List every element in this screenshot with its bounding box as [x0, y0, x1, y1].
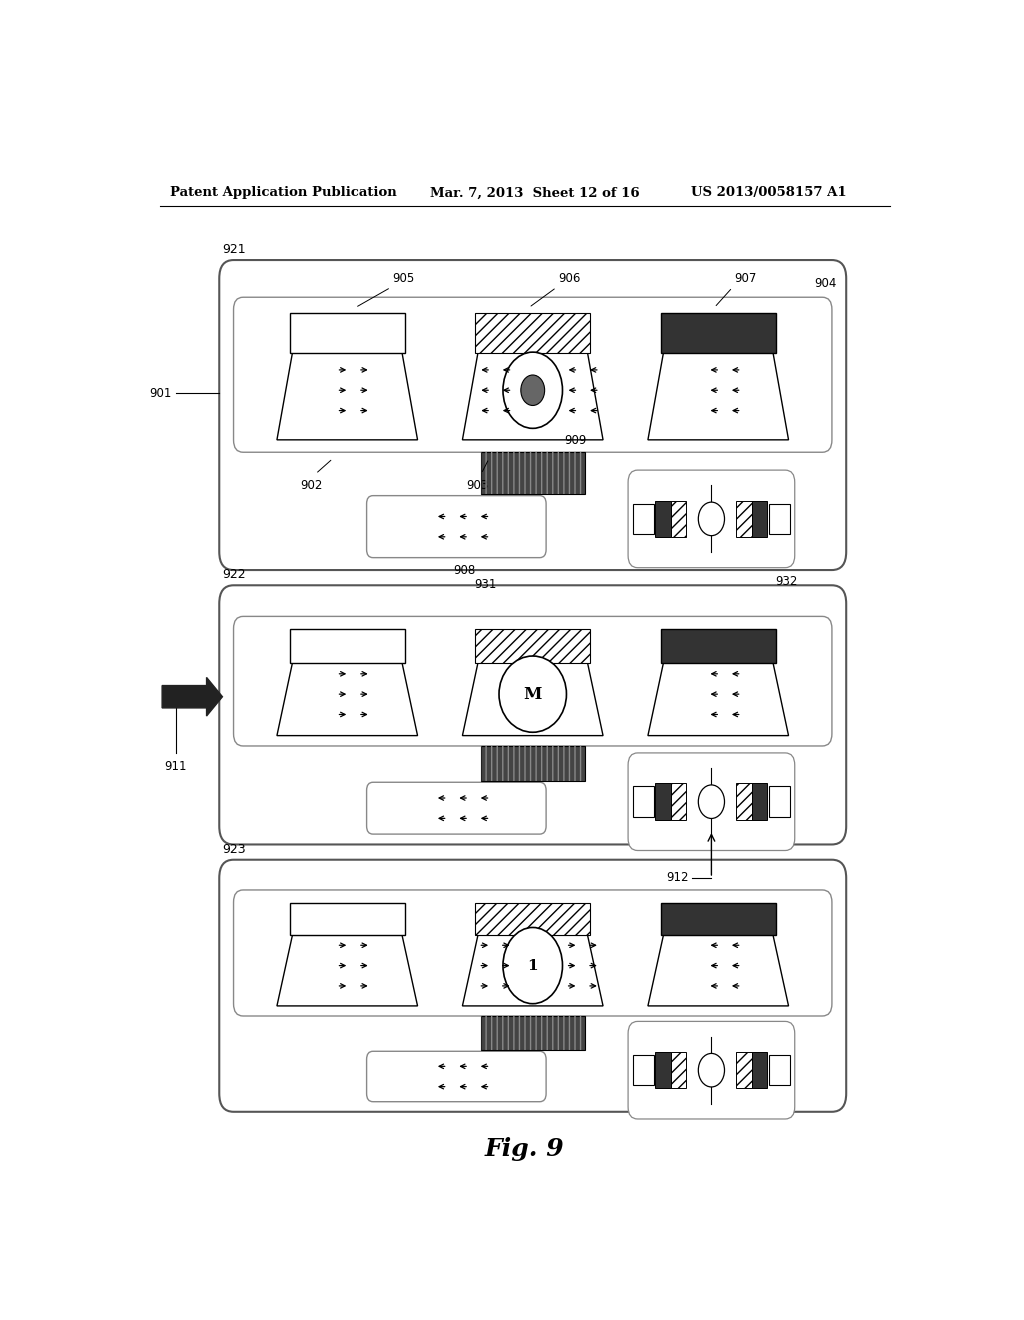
FancyBboxPatch shape: [233, 616, 831, 746]
Text: Patent Application Publication: Patent Application Publication: [170, 186, 397, 199]
Text: 902: 902: [300, 479, 323, 491]
FancyBboxPatch shape: [367, 495, 546, 557]
Bar: [475, 313, 591, 352]
Bar: [769, 787, 790, 817]
Bar: [481, 1016, 585, 1049]
Bar: [633, 1055, 654, 1085]
Bar: [475, 630, 591, 663]
Bar: [671, 783, 686, 820]
Bar: [736, 500, 752, 537]
Bar: [290, 313, 404, 352]
Bar: [769, 504, 790, 535]
Polygon shape: [463, 352, 603, 440]
Bar: [736, 1052, 752, 1089]
Bar: [671, 500, 686, 537]
Bar: [769, 1055, 790, 1085]
Bar: [736, 783, 752, 820]
FancyBboxPatch shape: [219, 859, 846, 1111]
Bar: [752, 500, 767, 537]
Bar: [660, 903, 776, 936]
Circle shape: [521, 375, 545, 405]
Bar: [752, 1052, 767, 1089]
Text: 904: 904: [814, 277, 837, 290]
Circle shape: [698, 1053, 725, 1086]
Bar: [481, 1016, 585, 1049]
Polygon shape: [276, 352, 418, 440]
FancyBboxPatch shape: [367, 783, 546, 834]
Ellipse shape: [503, 352, 562, 429]
Text: Fig. 9: Fig. 9: [485, 1138, 564, 1162]
FancyBboxPatch shape: [219, 260, 846, 570]
Text: 908: 908: [454, 564, 475, 577]
Text: 921: 921: [222, 243, 246, 256]
Ellipse shape: [503, 928, 562, 1003]
Ellipse shape: [499, 656, 566, 733]
FancyBboxPatch shape: [367, 1051, 546, 1102]
Bar: [633, 787, 654, 817]
Circle shape: [698, 502, 725, 536]
Bar: [481, 746, 585, 781]
Text: 909: 909: [564, 434, 587, 447]
Polygon shape: [648, 352, 788, 440]
Bar: [481, 453, 585, 494]
Bar: [633, 504, 654, 535]
Polygon shape: [648, 936, 788, 1006]
Bar: [655, 500, 671, 537]
FancyBboxPatch shape: [233, 890, 831, 1016]
Bar: [671, 1052, 686, 1089]
Text: 931: 931: [474, 578, 497, 591]
Bar: [475, 903, 591, 936]
FancyBboxPatch shape: [219, 585, 846, 845]
Text: 911: 911: [165, 760, 186, 772]
Bar: [660, 630, 776, 663]
Bar: [481, 453, 585, 494]
Text: 907: 907: [734, 272, 757, 285]
Text: 922: 922: [222, 568, 246, 581]
Polygon shape: [463, 936, 603, 1006]
Text: 905: 905: [392, 272, 415, 285]
Bar: [660, 313, 776, 352]
Text: 1: 1: [527, 958, 538, 973]
Polygon shape: [648, 663, 788, 735]
FancyBboxPatch shape: [628, 1022, 795, 1119]
Text: 903: 903: [466, 479, 488, 491]
Circle shape: [698, 785, 725, 818]
Polygon shape: [276, 936, 418, 1006]
Bar: [481, 746, 585, 781]
FancyBboxPatch shape: [628, 752, 795, 850]
Text: 932: 932: [775, 574, 798, 587]
FancyBboxPatch shape: [628, 470, 795, 568]
Bar: [290, 903, 404, 936]
Text: US 2013/0058157 A1: US 2013/0058157 A1: [691, 186, 847, 199]
Text: 912: 912: [667, 871, 689, 884]
Bar: [752, 783, 767, 820]
Text: 923: 923: [222, 842, 246, 855]
FancyBboxPatch shape: [233, 297, 831, 453]
Text: Mar. 7, 2013  Sheet 12 of 16: Mar. 7, 2013 Sheet 12 of 16: [430, 186, 639, 199]
Text: 901: 901: [150, 387, 172, 400]
Polygon shape: [463, 663, 603, 735]
Bar: [290, 630, 404, 663]
Bar: [655, 783, 671, 820]
Text: M: M: [523, 685, 542, 702]
Bar: [655, 1052, 671, 1089]
FancyArrow shape: [162, 677, 222, 715]
Text: 906: 906: [558, 272, 581, 285]
Polygon shape: [276, 663, 418, 735]
